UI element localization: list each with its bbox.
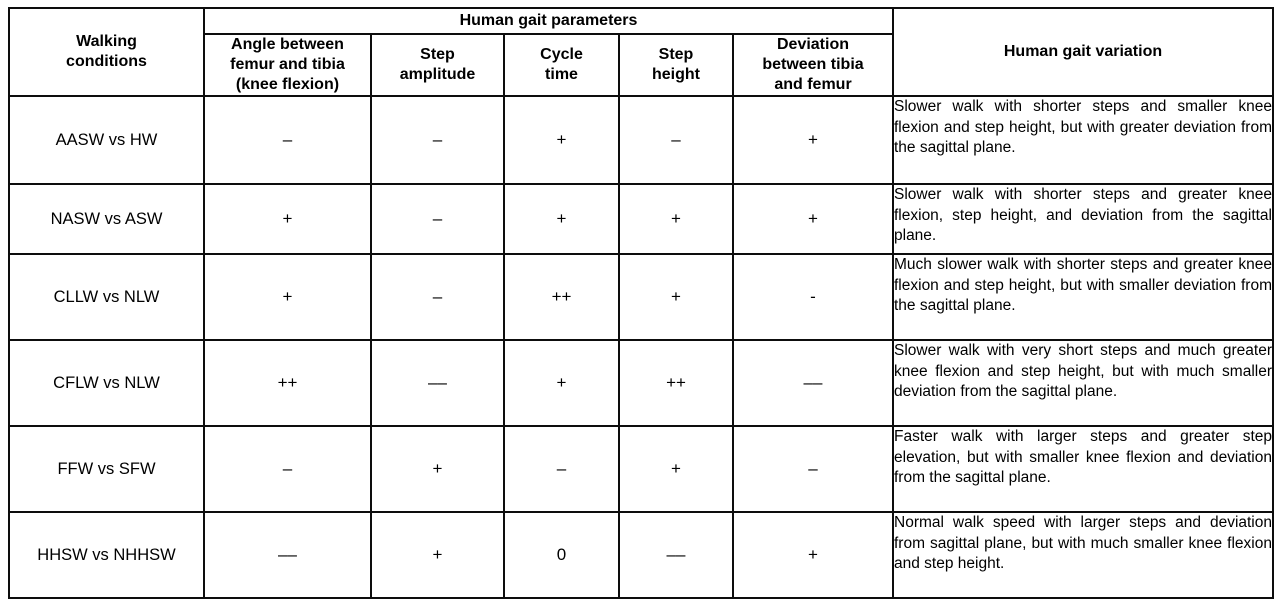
step-height-cell: – — [618, 95, 734, 185]
step-amplitude-cell: – — [370, 253, 505, 341]
knee-flexion-cell: + — [203, 183, 372, 255]
step-amplitude-cell: – — [370, 95, 505, 185]
variation-cell: Slower walk with shorter steps and small… — [892, 95, 1274, 185]
variation-cell: Slower walk with shorter steps and great… — [892, 183, 1274, 255]
knee-flexion-cell: + — [203, 253, 372, 341]
variation-cell: Faster walk with larger steps and greate… — [892, 425, 1274, 513]
table-row: CLLW vs NLW + – ++ + - Much slower walk … — [8, 253, 1274, 341]
deviation-cell: + — [732, 183, 894, 255]
cycle-time-cell: ++ — [503, 253, 620, 341]
header-walking-conditions-label: Walking conditions — [66, 33, 147, 70]
header-knee-flexion: Angle between femur and tibia (knee flex… — [203, 33, 372, 97]
cycle-time-cell: + — [503, 183, 620, 255]
header-step-height: Step height — [618, 33, 734, 97]
header-step-amplitude: Step amplitude — [370, 33, 505, 97]
header-cycle-time-label: Cycle time — [540, 46, 583, 83]
header-row-group: Walking conditions Human gait parameters… — [8, 7, 1274, 97]
header-row-parameters: Angle between femur and tibia (knee flex… — [9, 33, 1273, 97]
header-step-amplitude-label: Step amplitude — [399, 46, 476, 83]
knee-flexion-cell: – — [203, 95, 372, 185]
header-deviation-label: Deviation between tibia and femur — [762, 36, 864, 93]
header-gait-variation: Human gait variation — [892, 7, 1274, 97]
deviation-cell: - — [732, 253, 894, 341]
table-row: NASW vs ASW + – + + + Slower walk with s… — [8, 183, 1274, 255]
step-height-cell: + — [618, 183, 734, 255]
header-step-height-label: Step height — [652, 46, 700, 83]
table-row: AASW vs HW – – + – + Slower walk with sh… — [8, 95, 1274, 185]
deviation-cell: – — [732, 425, 894, 513]
condition-cell: CLLW vs NLW — [8, 253, 205, 341]
step-height-cell: + — [618, 425, 734, 513]
condition-cell: AASW vs HW — [8, 95, 205, 185]
deviation-cell: + — [732, 511, 894, 599]
header-knee-flexion-label: Angle between femur and tibia (knee flex… — [230, 36, 345, 93]
deviation-cell: + — [732, 95, 894, 185]
table-row: CFLW vs NLW ++ –– + ++ –– Slower walk wi… — [8, 339, 1274, 427]
step-height-cell: ++ — [618, 339, 734, 427]
condition-cell: HHSW vs NHHSW — [8, 511, 205, 599]
step-amplitude-cell: –– — [370, 339, 505, 427]
step-amplitude-cell: + — [370, 425, 505, 513]
knee-flexion-cell: –– — [203, 511, 372, 599]
step-amplitude-cell: + — [370, 511, 505, 599]
cycle-time-cell: 0 — [503, 511, 620, 599]
header-walking-conditions: Walking conditions — [8, 7, 205, 97]
deviation-cell: –– — [732, 339, 894, 427]
variation-cell: Much slower walk with shorter steps and … — [892, 253, 1274, 341]
table-row: FFW vs SFW – + – + – Faster walk with la… — [8, 425, 1274, 513]
condition-cell: NASW vs ASW — [8, 183, 205, 255]
cycle-time-cell: + — [503, 95, 620, 185]
header-cycle-time: Cycle time — [503, 33, 620, 97]
step-height-cell: –– — [618, 511, 734, 599]
gait-parameters-table: Walking conditions Human gait parameters… — [8, 7, 1274, 599]
step-amplitude-cell: – — [370, 183, 505, 255]
condition-cell: FFW vs SFW — [8, 425, 205, 513]
cycle-time-cell: – — [503, 425, 620, 513]
variation-cell: Slower walk with very short steps and mu… — [892, 339, 1274, 427]
cycle-time-cell: + — [503, 339, 620, 427]
knee-flexion-cell: ++ — [203, 339, 372, 427]
table-row: HHSW vs NHHSW –– + 0 –– + Normal walk sp… — [8, 511, 1274, 599]
condition-cell: CFLW vs NLW — [8, 339, 205, 427]
step-height-cell: + — [618, 253, 734, 341]
header-gait-parameters-group: Human gait parameters — [203, 7, 894, 35]
knee-flexion-cell: – — [203, 425, 372, 513]
variation-cell: Normal walk speed with larger steps and … — [892, 511, 1274, 599]
header-deviation: Deviation between tibia and femur — [732, 33, 894, 97]
